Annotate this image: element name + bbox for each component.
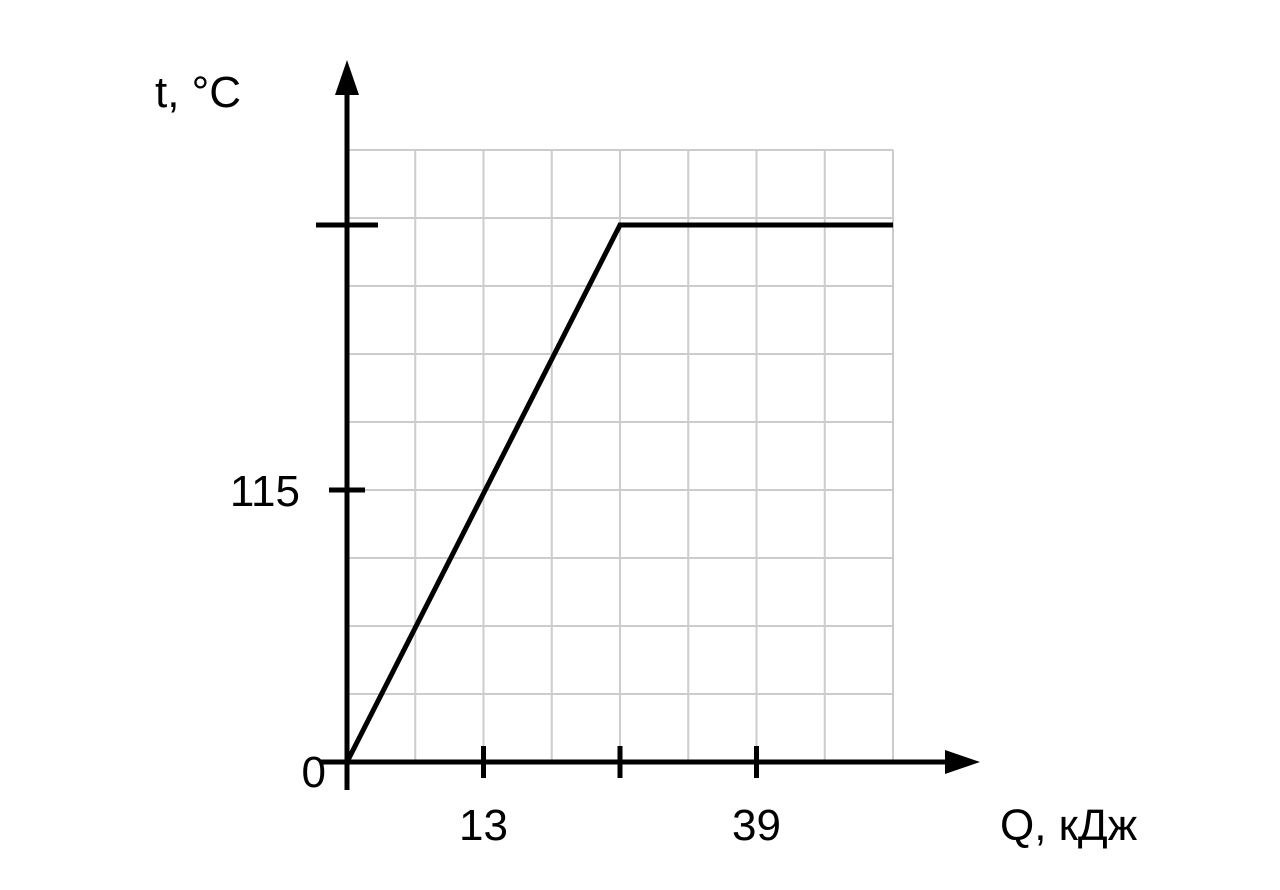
y-tick-115: 115 [230,467,300,516]
x-tick-39: 39 [732,801,781,850]
chart-svg: t, °C Q, кДж 0 115 13 39 [0,0,1280,890]
y-tick-0: 0 [302,748,326,797]
x-axis-arrow [945,750,980,774]
x-axis-label: Q, кДж [1000,801,1138,850]
y-axis-arrow [335,60,359,95]
y-axis-label: t, °C [155,68,241,117]
physics-chart: t, °C Q, кДж 0 115 13 39 [0,0,1280,890]
x-tick-13: 13 [459,801,508,850]
